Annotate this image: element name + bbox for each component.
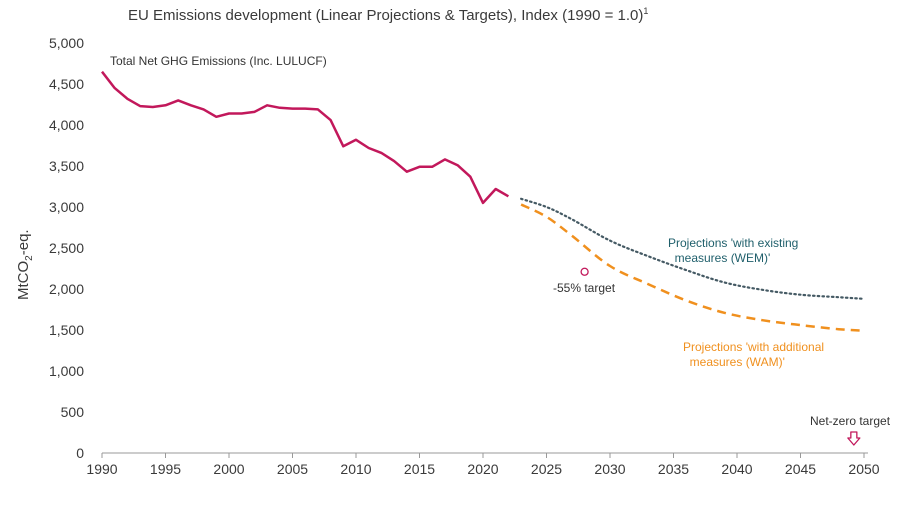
- series-wem-projection-line: [520, 197, 866, 300]
- net-zero-arrow-icon: [847, 431, 861, 446]
- y-tick-label: 4,000: [49, 117, 84, 133]
- label-net-zero-target: Net-zero target: [810, 414, 891, 428]
- x-tick-label: 2025: [531, 461, 562, 477]
- x-tick-label: 2005: [277, 461, 308, 477]
- x-tick-label: 2045: [785, 461, 816, 477]
- x-tick-label: 2020: [467, 461, 498, 477]
- x-tick-label: 2010: [340, 461, 371, 477]
- series-total-net-ghg-line: [101, 70, 510, 205]
- x-tick-label: 2015: [404, 461, 435, 477]
- x-tick-label: 2050: [848, 461, 879, 477]
- x-tick-label: 1995: [150, 461, 181, 477]
- y-tick-label: 3,000: [49, 199, 84, 215]
- y-tick-label: 5,000: [49, 35, 84, 51]
- y-tick-label: 1,000: [49, 363, 84, 379]
- label-55-target: -55% target: [553, 281, 616, 295]
- label-total-net-ghg: Total Net GHG Emissions (Inc. LULUCF): [110, 54, 327, 68]
- chart-title: EU Emissions development (Linear Project…: [128, 6, 649, 24]
- y-tick-label: 1,500: [49, 322, 84, 338]
- y-tick-label: 2,000: [49, 281, 84, 297]
- y-tick-label: 4,500: [49, 76, 84, 92]
- label-wam-projection: Projections 'with additional measures (W…: [683, 340, 825, 369]
- x-tick-label: 2030: [594, 461, 625, 477]
- y-tick-label: 2,500: [49, 240, 84, 256]
- y-tick-label: 500: [61, 404, 85, 420]
- series-wam-projection-line: [520, 203, 865, 333]
- x-tick-label: 2040: [721, 461, 752, 477]
- x-tick-label: 1990: [86, 461, 117, 477]
- x-tick-label: 2000: [213, 461, 244, 477]
- y-tick-label: 3,500: [49, 158, 84, 174]
- target-55-marker: [580, 267, 589, 276]
- x-tick-label: 2035: [658, 461, 689, 477]
- y-tick-label: 0: [76, 445, 84, 461]
- label-wem-projection: Projections 'with existing measures (WEM…: [668, 236, 799, 265]
